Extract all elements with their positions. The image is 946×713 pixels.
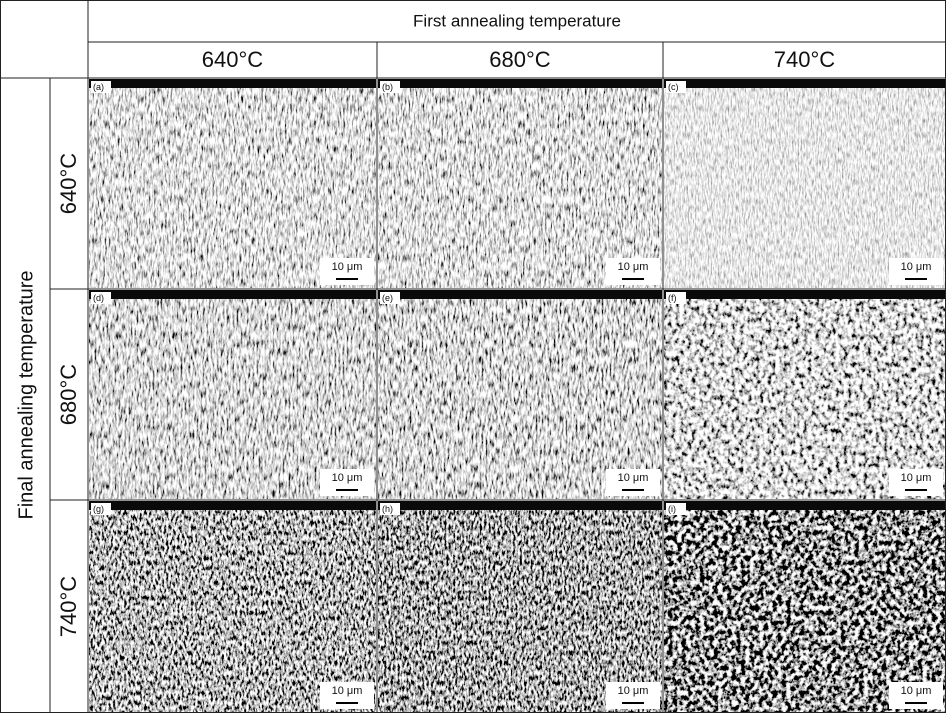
scale-box [606, 258, 660, 285]
label-box [91, 292, 111, 304]
panel-label: (e) [382, 293, 393, 303]
surface-edge [378, 79, 662, 88]
label-box [91, 503, 111, 515]
scale-label: 10 μm [618, 261, 649, 273]
row-header: 640°C [56, 153, 81, 215]
row-header: 740°C [56, 576, 81, 638]
label-box [666, 503, 686, 515]
micrograph [89, 501, 376, 712]
panel-label: (h) [382, 504, 393, 514]
surface-edge [89, 290, 376, 299]
surface-edge [89, 79, 376, 88]
micrograph [378, 79, 662, 288]
scale-box [889, 469, 943, 496]
micrograph-panel: (f) 10 μm [664, 290, 945, 499]
micrograph [378, 290, 662, 499]
micrograph-panel: (g) 10 μm [89, 501, 376, 712]
micrograph [664, 290, 945, 499]
panel-label: (b) [382, 82, 393, 92]
scale-box [606, 469, 660, 496]
label-box [380, 292, 400, 304]
scale-label: 10 μm [618, 472, 649, 484]
scale-box [320, 258, 374, 285]
surface-edge [378, 290, 662, 299]
micrograph-panel: (a) 10 μm [89, 79, 376, 288]
label-box [380, 503, 400, 515]
micrograph-panel: (h) 10 μm [378, 501, 662, 712]
scale-box [606, 682, 660, 709]
panel-label: (g) [93, 504, 104, 514]
micrograph-panel: (c) 10 μm [664, 79, 945, 288]
scale-box [889, 682, 943, 709]
column-header: 740°C [774, 47, 836, 72]
surface-edge [664, 79, 945, 88]
column-header: 640°C [202, 47, 264, 72]
scale-label: 10 μm [901, 261, 932, 273]
scale-box [320, 682, 374, 709]
panel-label: (a) [93, 82, 104, 92]
panel-label: (i) [668, 504, 676, 514]
label-box [666, 292, 686, 304]
micrograph [89, 79, 376, 288]
scale-label: 10 μm [618, 685, 649, 697]
rows-title: Final annealing temperature [15, 270, 37, 519]
micrograph [378, 501, 662, 712]
surface-edge [378, 501, 662, 510]
micrograph-panel: (d) 10 μm [89, 290, 376, 499]
micrograph-panel: (i) 10 μm [664, 501, 945, 712]
scale-box [320, 469, 374, 496]
scale-label: 10 μm [901, 685, 932, 697]
label-box [380, 81, 400, 93]
header-title: First annealing temperature [413, 11, 621, 30]
scale-label: 10 μm [901, 472, 932, 484]
scale-label: 10 μm [332, 472, 363, 484]
surface-edge [664, 501, 945, 510]
column-header: 680°C [489, 47, 551, 72]
surface-edge [664, 290, 945, 299]
scale-box [889, 258, 943, 285]
micrograph-panel: (b) 10 μm [378, 79, 662, 288]
label-box [91, 81, 111, 93]
micrograph-panel: (e) 10 μm [378, 290, 662, 499]
micrograph [664, 79, 945, 288]
panel-label: (d) [93, 293, 104, 303]
panel-label: (c) [668, 82, 679, 92]
scale-label: 10 μm [332, 261, 363, 273]
micrograph [664, 501, 945, 712]
scale-label: 10 μm [332, 685, 363, 697]
row-header: 680°C [56, 364, 81, 426]
surface-edge [89, 501, 376, 510]
label-box [666, 81, 686, 93]
panel-label: (f) [668, 293, 677, 303]
micrograph [89, 290, 376, 499]
